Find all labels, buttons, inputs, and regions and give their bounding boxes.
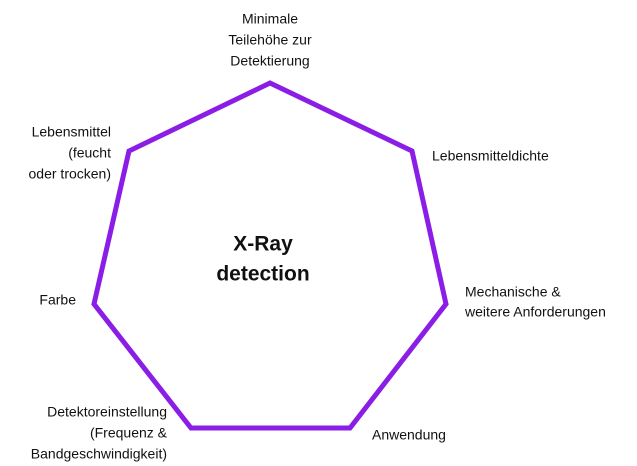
node-label: Bandgeschwindigkeit): [31, 446, 167, 462]
node-label: Lebensmittel: [32, 124, 111, 140]
node-label: Detektierung: [230, 53, 309, 69]
center-title: detection: [216, 263, 309, 286]
node-label: Detektoreinstellung: [47, 404, 167, 420]
node-label: Minimale: [242, 11, 298, 27]
node-label: weitere Anforderungen: [464, 304, 606, 320]
node-label: Teilehöhe zur: [228, 32, 312, 48]
center-title: X-Ray: [233, 233, 293, 256]
heptagon: [91, 80, 449, 431]
node-label: Mechanische &: [465, 284, 561, 300]
node-label: Anwendung: [372, 427, 446, 443]
node-label: Lebensmitteldichte: [432, 148, 549, 164]
node-label: (Frequenz &: [90, 425, 168, 441]
node-label: Farbe: [39, 292, 76, 308]
node-label: (feucht: [68, 145, 111, 161]
node-label: oder trocken): [29, 166, 111, 182]
